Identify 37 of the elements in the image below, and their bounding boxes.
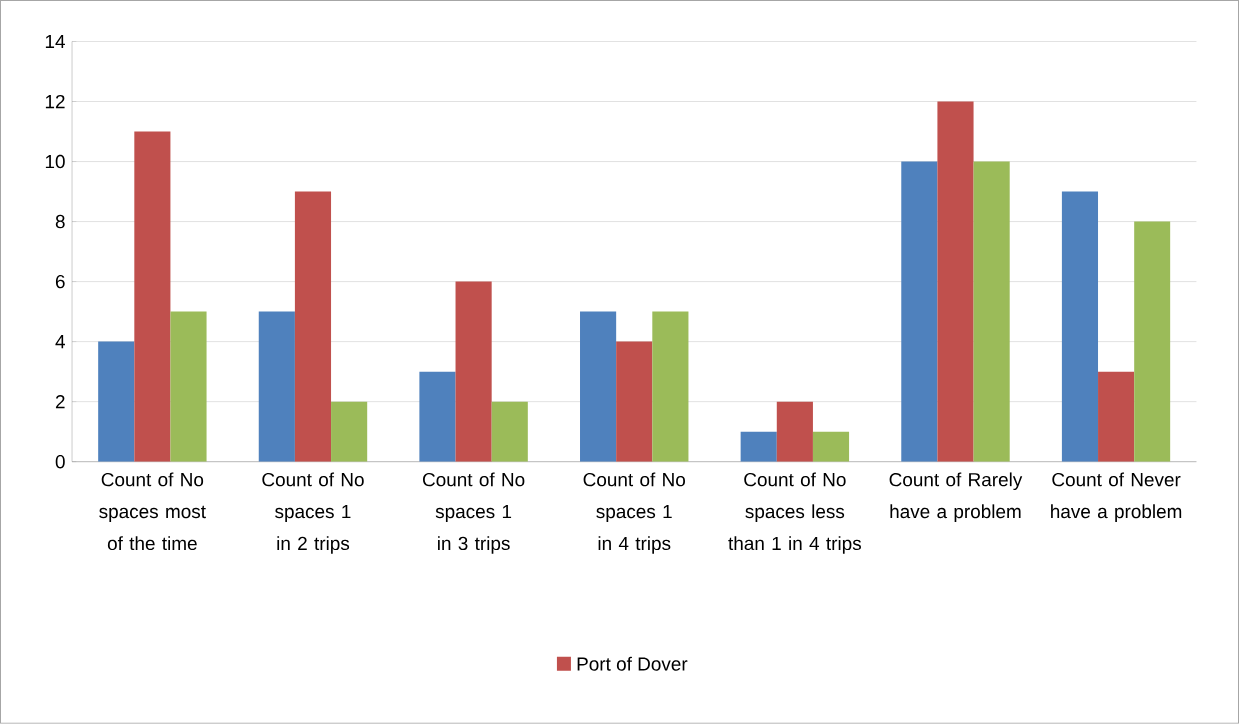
y-tick-label: 12 <box>45 95 65 109</box>
bar <box>1061 191 1099 462</box>
bar <box>1098 371 1135 462</box>
bar <box>134 131 171 462</box>
bar <box>973 161 1010 462</box>
bar <box>616 341 653 462</box>
y-tick-label: 14 <box>45 35 65 49</box>
bar <box>170 311 207 462</box>
x-tick-label: Count of No spaces 1 in 4 trips <box>583 472 685 554</box>
x-tick-label: Count of Rarely have a problem <box>889 472 1023 523</box>
x-tick-label: Count of No spaces most of the time <box>99 472 206 551</box>
x-tick-label: Count of Never have a problem <box>1051 472 1182 523</box>
x-tick-label: Count of No spaces 1 in 2 trips <box>262 472 364 554</box>
bar <box>1134 221 1171 462</box>
bar <box>258 311 295 462</box>
bar <box>812 431 850 462</box>
bar <box>776 401 813 462</box>
legend-label: Port of Dover <box>577 656 688 671</box>
y-tick-label: 6 <box>55 275 65 289</box>
y-tick-label: 8 <box>55 214 65 229</box>
bar <box>98 341 135 462</box>
bar <box>455 281 492 462</box>
bar <box>294 191 332 462</box>
bar <box>901 161 938 462</box>
y-tick-label: 4 <box>55 335 65 349</box>
bar <box>740 431 777 462</box>
bar <box>937 101 974 462</box>
bar <box>419 371 456 462</box>
x-tick-label: Count of No spaces 1 in 3 trips <box>422 472 525 554</box>
y-tick-label: 2 <box>55 395 65 409</box>
bar <box>652 311 689 462</box>
y-tick-label: 0 <box>55 455 65 469</box>
bar <box>331 401 368 462</box>
x-tick-label: Count of No spaces less than 1 in 4 trips <box>728 472 861 554</box>
y-tick-label: 10 <box>45 154 65 169</box>
bar <box>491 401 528 462</box>
bar <box>580 311 617 462</box>
